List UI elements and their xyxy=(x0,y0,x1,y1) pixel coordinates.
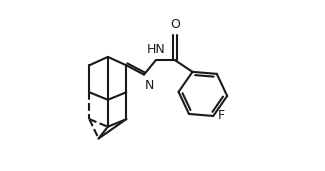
Text: N: N xyxy=(145,79,154,92)
Text: HN: HN xyxy=(146,43,165,56)
Text: F: F xyxy=(218,109,225,122)
Text: O: O xyxy=(170,18,180,31)
